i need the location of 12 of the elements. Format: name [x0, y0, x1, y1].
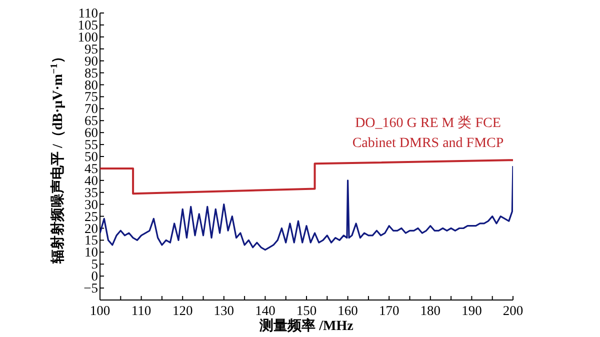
x-tick-label: 120 — [172, 303, 193, 318]
x-tick-label: 190 — [462, 303, 482, 318]
x-axis-title: 测量频率 /MHz — [258, 317, 354, 334]
x-tick-label: 140 — [255, 303, 276, 318]
x-tick-label: 130 — [214, 303, 234, 318]
x-tick-label: 110 — [131, 303, 152, 318]
x-tick-label: 170 — [378, 303, 400, 318]
x-tick-label: 180 — [420, 303, 441, 318]
series-label: DO_160 G RE M 类 FCE Cabinet DMRS and FMCP — [351, 114, 505, 154]
x-tick-label: 150 — [296, 303, 317, 318]
x-tick-label: 160 — [338, 303, 358, 318]
x-tick-label: 200 — [502, 303, 524, 318]
